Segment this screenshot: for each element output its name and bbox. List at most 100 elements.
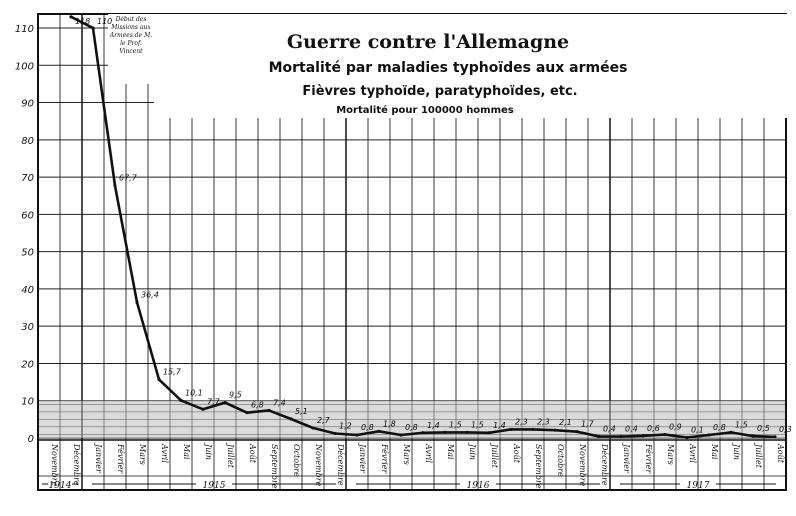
month-labels: Novembre Décembre Janvier Février Mars Avril M… (50, 442, 785, 489)
month-label: Avril (424, 443, 433, 463)
month-label: Juin (732, 442, 741, 460)
data-point (157, 377, 161, 382)
data-label: 2,7 (317, 416, 331, 425)
data-point (113, 184, 117, 188)
annotation-text: Début des Missions aux Armées de M. le P… (109, 16, 153, 55)
y-tick-label: 80 (21, 136, 34, 147)
annotation-box (108, 14, 154, 84)
data-label: 0,8 (405, 423, 418, 432)
data-point (333, 431, 337, 436)
month-label: Juin (204, 442, 213, 460)
month-label: Mai (710, 443, 719, 460)
data-point (619, 434, 623, 439)
data-label: 15,7 (163, 367, 182, 376)
month-label: Septembre (534, 444, 543, 489)
y-tick-label: 20 (21, 359, 34, 370)
data-point (377, 429, 381, 433)
data-label: 2,3 (515, 417, 528, 426)
data-point (707, 433, 711, 437)
data-label: 5,1 (295, 407, 308, 416)
month-label: Août (248, 443, 257, 464)
low-value-band (38, 400, 786, 438)
year-label: 1915 (203, 481, 226, 491)
y-tick-label: 70 (21, 173, 34, 184)
data-label: 0,6 (647, 424, 660, 433)
chart-title: Guerre contre l'Allemagne (287, 31, 569, 53)
data-point (69, 15, 73, 19)
data-label: 0,1 (691, 426, 704, 435)
data-point (223, 400, 227, 405)
data-label: 1,5 (735, 420, 748, 429)
data-point (311, 426, 315, 430)
data-point (245, 411, 249, 415)
y-tick-label: 90 (21, 99, 34, 110)
data-label: 0,3 (779, 425, 792, 434)
data-label: 110 (97, 17, 112, 26)
data-point (685, 436, 689, 440)
data-label: 1,4 (493, 421, 506, 430)
data-label: 0,5 (757, 424, 770, 433)
month-label: Septembre (270, 444, 279, 489)
month-label: Juin (468, 442, 477, 460)
data-label: 2,1 (559, 418, 572, 427)
month-label: Avril (688, 443, 697, 463)
data-label: 6,8 (251, 401, 264, 410)
data-label: 1,2 (339, 422, 352, 431)
data-label: 1,5 (449, 420, 462, 429)
data-point (641, 434, 645, 438)
data-label: 10,1 (185, 388, 203, 397)
data-point (751, 434, 755, 438)
data-point (267, 408, 271, 413)
month-label: Janvier (622, 442, 631, 474)
data-point (773, 435, 777, 439)
year-labels: 1914 1915 1916 1917 (42, 481, 776, 491)
month-label: Avril (160, 443, 169, 463)
year-label: 1916 (467, 481, 490, 491)
data-point (355, 433, 359, 437)
data-point (465, 430, 469, 435)
month-label: Mai (446, 443, 455, 460)
y-tick-labels: 0 10 20 30 40 50 60 70 80 90 100 110 (15, 24, 34, 445)
month-label: Novembre (50, 443, 59, 487)
month-label: Octobre (556, 444, 565, 477)
data-label: 7,7 (207, 397, 221, 406)
year-label: 1917 (687, 481, 710, 491)
data-label: 0,4 (603, 425, 616, 434)
data-label: 67,7 (119, 174, 138, 183)
data-point (487, 431, 491, 435)
year-label: 1914 (49, 481, 72, 491)
data-point (179, 398, 183, 402)
title-box (154, 14, 788, 118)
month-label: Février (380, 443, 389, 474)
data-point (575, 430, 579, 434)
data-label: 36,4 (141, 290, 159, 299)
month-label: Août (512, 443, 521, 464)
y-tick-label: 40 (21, 285, 34, 296)
month-label: Octobre (292, 444, 301, 477)
data-point (553, 428, 557, 432)
month-label: Mars (138, 443, 147, 465)
data-point (135, 300, 139, 304)
month-label: Décembre (336, 443, 345, 486)
data-point (399, 433, 403, 437)
month-label: Mars (402, 443, 411, 465)
data-label: 118 (75, 17, 90, 26)
data-point (421, 431, 425, 435)
data-point (201, 407, 205, 411)
data-label: 7,4 (273, 398, 286, 407)
data-label: 1,4 (427, 421, 440, 430)
data-label: 9,5 (229, 391, 242, 400)
y-tick-label: 110 (15, 24, 34, 35)
month-label: Décembre (600, 443, 609, 486)
chart-subtitle-2: Fièvres typhoïde, paratyphoïdes, etc. (302, 84, 577, 99)
y-tick-label: 10 (21, 397, 34, 408)
data-label: 1,5 (471, 420, 484, 429)
month-label: Juillet (226, 442, 235, 469)
month-label: Novembre (578, 443, 587, 487)
data-label: 0,8 (361, 423, 374, 432)
data-label: 1,7 (581, 420, 595, 429)
y-tick-label: 30 (21, 322, 34, 333)
month-label: Janvier (94, 442, 103, 474)
month-label: Décembre (72, 443, 81, 486)
